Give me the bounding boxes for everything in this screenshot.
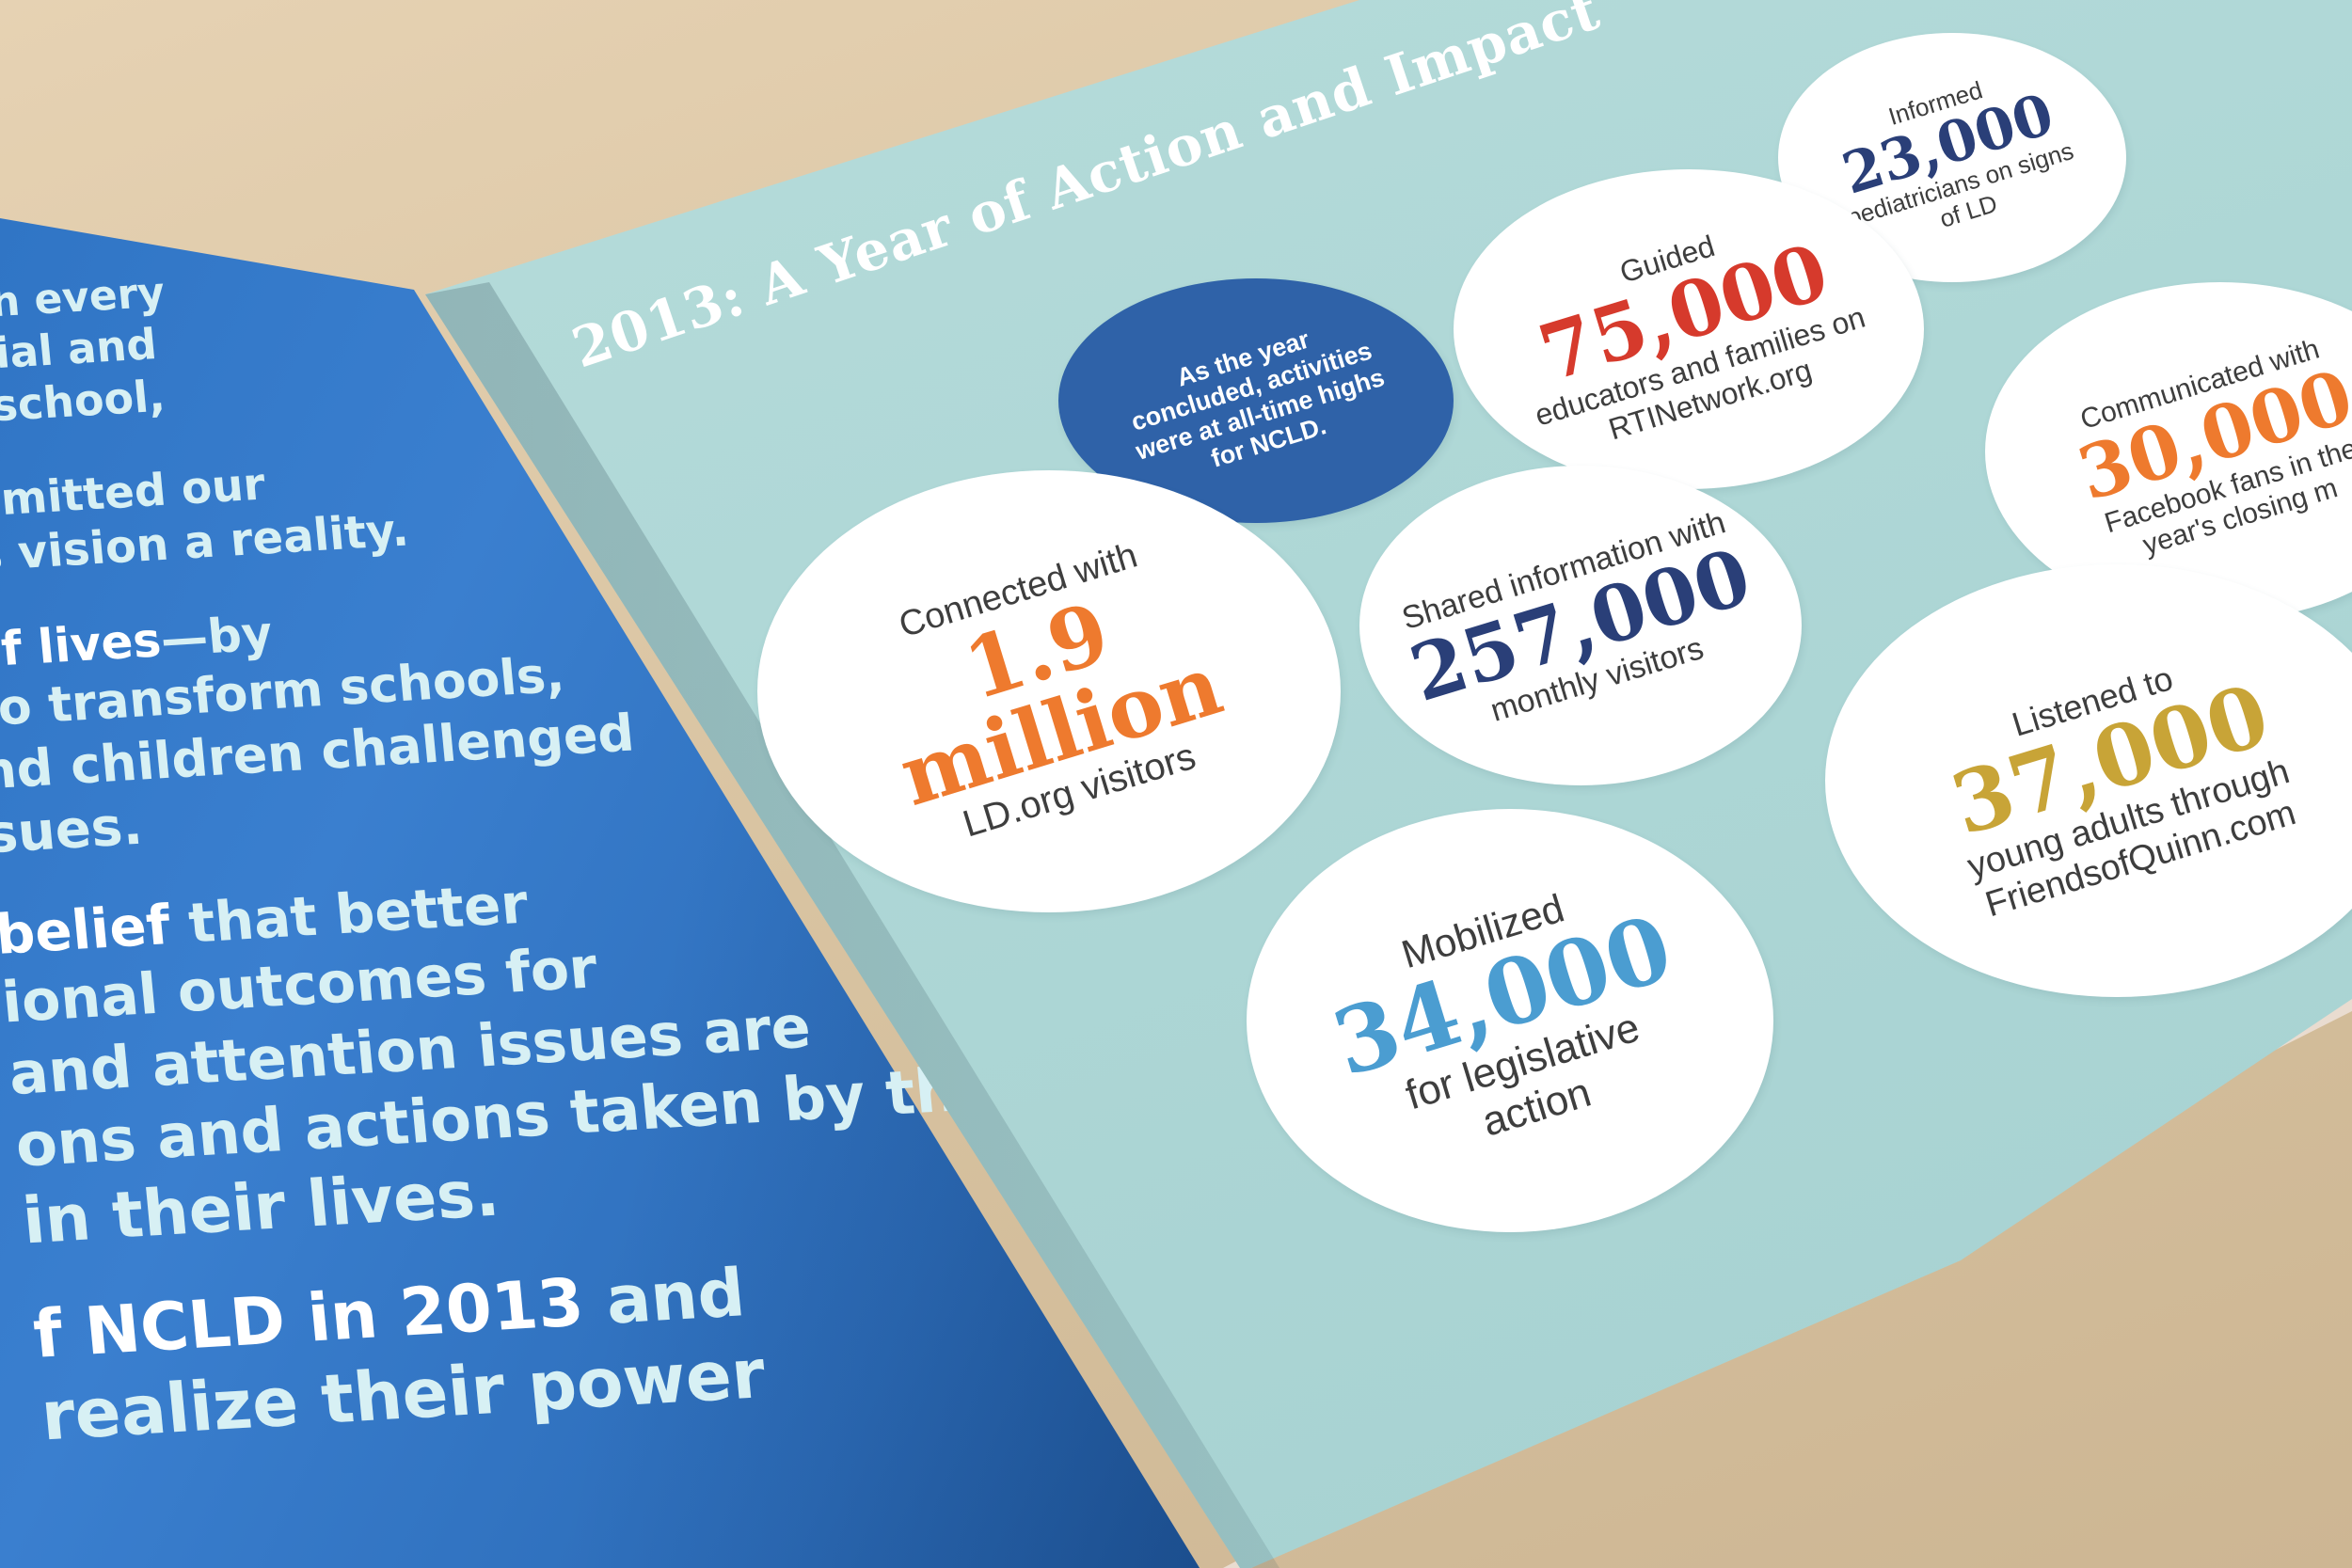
facebook-stat-circle: Communicated with 30,000 Facebook fans i…	[1985, 282, 2352, 621]
mobilized-stat-circle: Mobilized 34,000 for legislative action	[1247, 809, 1773, 1232]
shared-stat-circle: Shared information with 257,000 monthly …	[1359, 466, 1802, 785]
quinn-stat-circle: Listened to 37,000 young adults through …	[1825, 564, 2352, 997]
ldorg-stat-circle: Connected with 1.9 million LD.org visito…	[757, 470, 1341, 912]
educators-stat-circle: Guided 75,000 educators and families on …	[1454, 169, 1924, 489]
intro-text: As the year concluded, activities were a…	[1127, 325, 1389, 473]
